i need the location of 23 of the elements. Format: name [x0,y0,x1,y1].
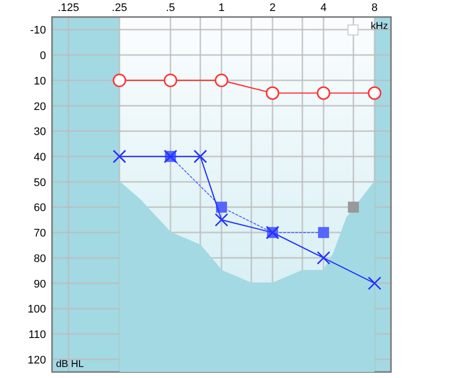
y-tick-label: 70 [34,228,46,240]
y-tick-label: 110 [28,328,46,341]
y-tick-label: 120 [28,354,46,366]
y-tick-label: 50 [34,176,46,189]
y-tick-label: 100 [28,304,46,316]
y-tick-label: 10 [34,75,46,88]
y-tick-label: 40 [34,151,46,164]
y-tick-label: -10 [30,24,46,37]
y-tick-label: 0 [40,50,46,62]
y-tick-label: 60 [34,202,46,214]
x-tick-label: 1 [218,2,225,14]
y-tick-label: 90 [34,278,46,290]
x-axis-title: kHz [370,21,388,32]
x-tick-label: .5 [166,2,176,14]
y-tick-label: 80 [34,252,46,265]
x-tick-label: .125 [58,2,80,14]
y-axis-title: dB HL [56,359,84,370]
x-tick-label: 2 [269,2,276,14]
y-tick-label: 30 [34,126,46,138]
y-tick-label: 20 [34,100,46,113]
x-tick-label: .25 [112,2,128,14]
x-tick-label: 8 [372,2,378,14]
x-tick-label: 4 [320,2,327,14]
